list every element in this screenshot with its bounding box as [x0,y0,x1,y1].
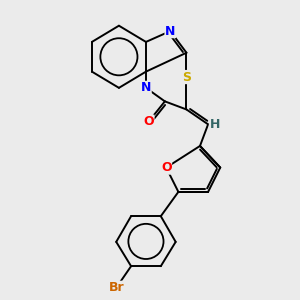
Text: N: N [165,25,175,38]
Text: N: N [141,81,151,94]
Text: O: O [143,115,154,128]
Text: O: O [161,161,172,174]
Text: Br: Br [108,281,124,294]
Text: H: H [209,118,220,131]
Text: S: S [182,70,191,83]
